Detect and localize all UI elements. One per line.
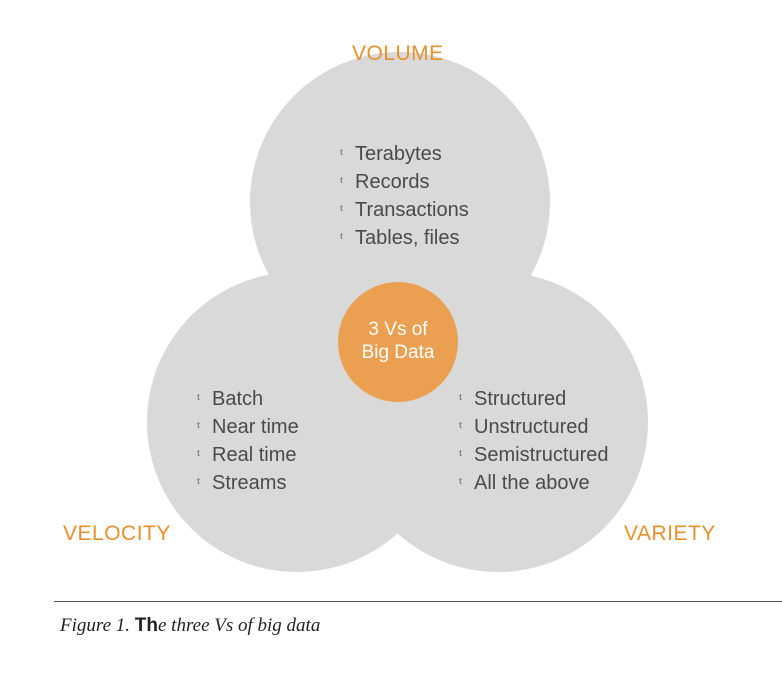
list-item-label: Batch bbox=[212, 388, 264, 410]
list-item: t Batch bbox=[197, 383, 299, 411]
list-item-label: Tables, files bbox=[355, 227, 460, 249]
list-item: t All the above bbox=[459, 467, 609, 495]
variety-label: VARIETY bbox=[624, 522, 716, 545]
list-item: t Records bbox=[340, 166, 469, 194]
center-label: 3 Vs of Big Data bbox=[336, 318, 460, 364]
list-item-label: Records bbox=[355, 171, 430, 193]
bullet-icon: t bbox=[459, 475, 463, 487]
list-item-label: Terabytes bbox=[355, 143, 442, 165]
velocity-label: VELOCITY bbox=[63, 522, 171, 545]
variety-list: t Structured t Unstructured t Semistructure… bbox=[459, 383, 609, 495]
list-item-label: Streams bbox=[212, 472, 287, 494]
list-item: t Streams bbox=[197, 467, 299, 495]
list-item: t Structured bbox=[459, 383, 609, 411]
bullet-icon: t bbox=[459, 419, 463, 431]
caption-divider bbox=[54, 601, 782, 602]
figure-caption: Figure 1. The three Vs of big data bbox=[60, 615, 320, 637]
list-item-label: Real time bbox=[212, 444, 297, 466]
list-item-label: Structured bbox=[474, 388, 567, 410]
list-item: t Real time bbox=[197, 439, 299, 467]
center-circle bbox=[338, 282, 458, 402]
bullet-icon: t bbox=[197, 447, 201, 459]
volume-label: VOLUME bbox=[352, 42, 444, 65]
bullet-icon: t bbox=[459, 447, 463, 459]
volume-list: t Terabytes t Records t Transactions t Table… bbox=[340, 138, 469, 250]
bullet-icon: t bbox=[459, 391, 463, 403]
venn-diagram bbox=[147, 52, 648, 572]
list-item: t Semistructured bbox=[459, 439, 609, 467]
list-item-label: Unstructured bbox=[474, 416, 589, 438]
bullet-icon: t bbox=[340, 230, 344, 242]
caption-prefix: Figure 1. bbox=[60, 615, 135, 636]
list-item: t Transactions bbox=[340, 194, 469, 222]
bullet-icon: t bbox=[197, 419, 201, 431]
caption-bold: Th bbox=[134, 615, 158, 636]
bullet-icon: t bbox=[197, 475, 201, 487]
bullet-icon: t bbox=[197, 391, 201, 403]
bullet-icon: t bbox=[340, 202, 344, 214]
list-item: t Unstructured bbox=[459, 411, 609, 439]
center-label-line1: 3 Vs of bbox=[368, 319, 428, 340]
list-item-label: Near time bbox=[212, 416, 299, 438]
list-item: t Tables, files bbox=[340, 222, 469, 250]
center-label-line2: Big Data bbox=[361, 342, 435, 363]
list-item-label: All the above bbox=[474, 472, 590, 494]
list-item-label: Transactions bbox=[355, 199, 469, 221]
list-item: t Near time bbox=[197, 411, 299, 439]
bullet-icon: t bbox=[340, 174, 344, 186]
bullet-icon: t bbox=[340, 146, 344, 158]
list-item-label: Semistructured bbox=[474, 444, 609, 466]
list-item: t Terabytes bbox=[340, 138, 469, 166]
velocity-list: t Batch t Near time t Real time t Streams bbox=[197, 383, 299, 495]
caption-rest: e three Vs of big data bbox=[157, 615, 321, 636]
